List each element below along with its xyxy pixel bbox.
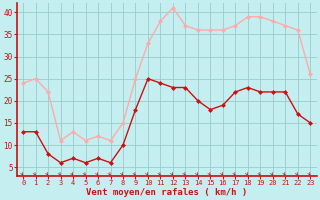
- X-axis label: Vent moyen/en rafales ( km/h ): Vent moyen/en rafales ( km/h ): [86, 188, 247, 197]
